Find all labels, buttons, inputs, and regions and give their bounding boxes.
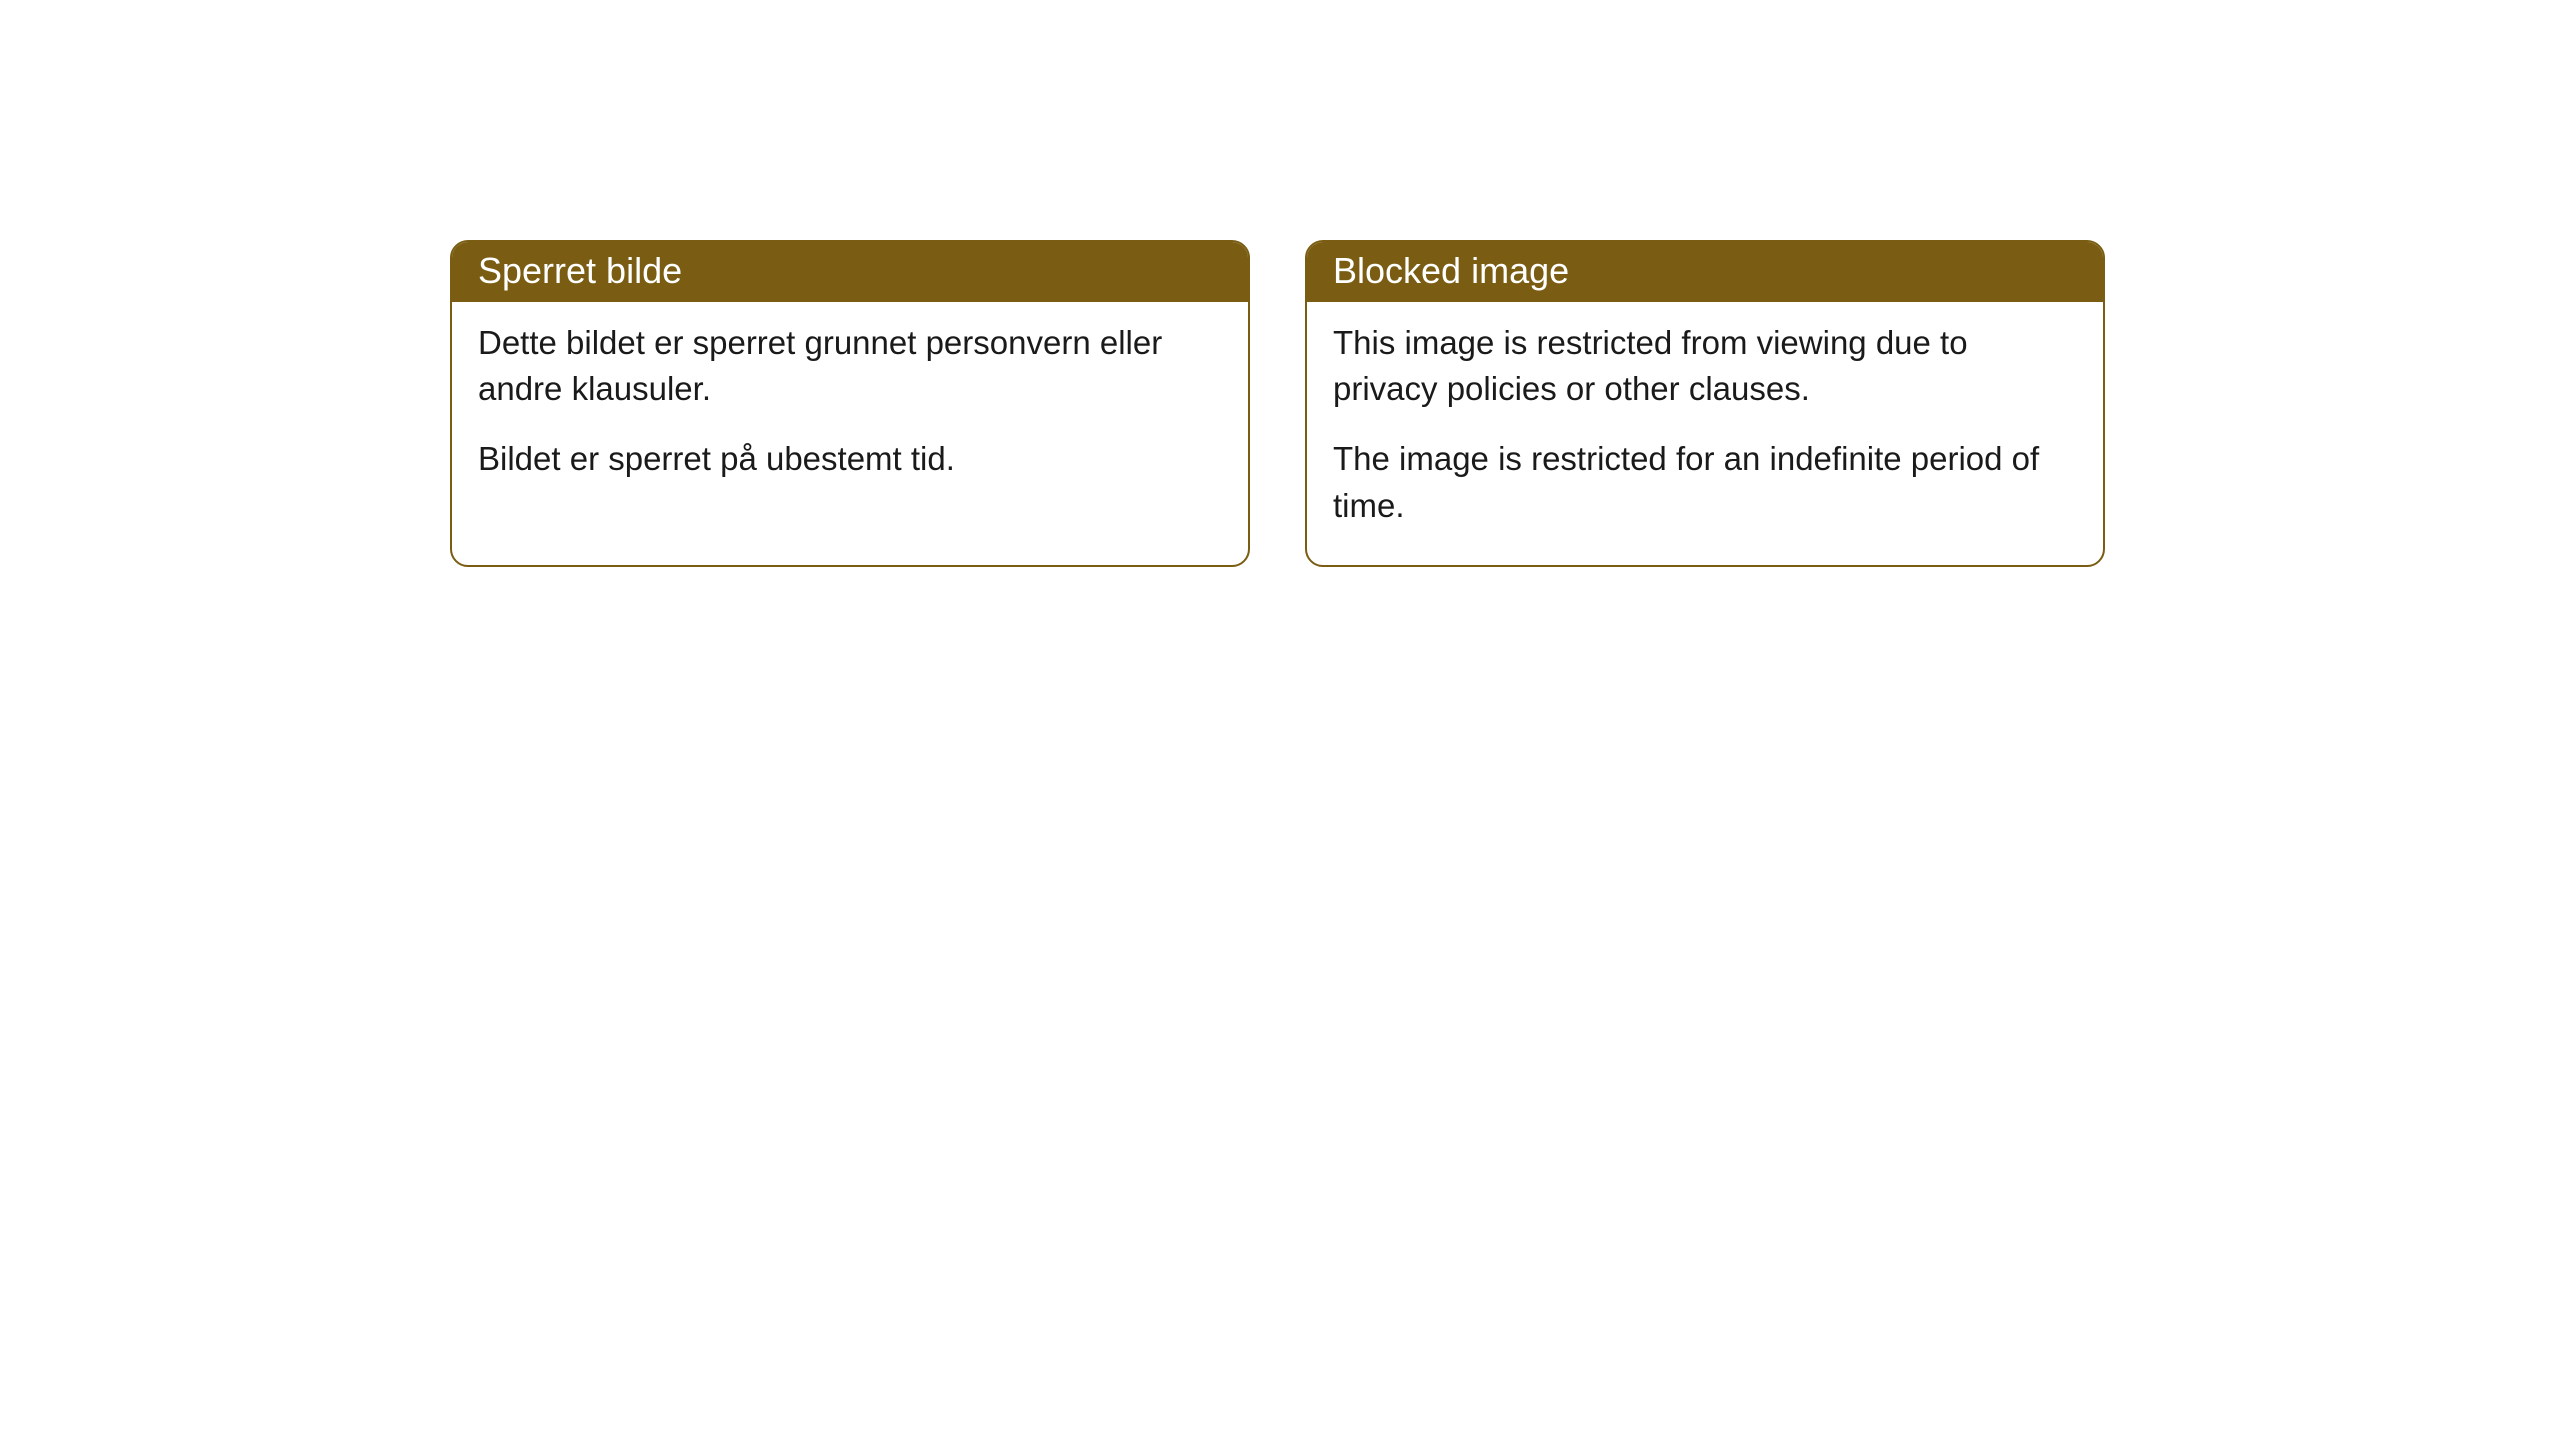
notice-paragraph: Dette bildet er sperret grunnet personve… xyxy=(478,320,1222,412)
notice-header: Blocked image xyxy=(1307,242,2103,302)
notice-body: This image is restricted from viewing du… xyxy=(1307,302,2103,565)
notice-body: Dette bildet er sperret grunnet personve… xyxy=(452,302,1248,519)
notice-paragraph: The image is restricted for an indefinit… xyxy=(1333,436,2077,528)
notice-paragraph: This image is restricted from viewing du… xyxy=(1333,320,2077,412)
notice-card-norwegian: Sperret bilde Dette bildet er sperret gr… xyxy=(450,240,1250,567)
notice-container: Sperret bilde Dette bildet er sperret gr… xyxy=(450,240,2105,567)
notice-card-english: Blocked image This image is restricted f… xyxy=(1305,240,2105,567)
notice-paragraph: Bildet er sperret på ubestemt tid. xyxy=(478,436,1222,482)
notice-header: Sperret bilde xyxy=(452,242,1248,302)
